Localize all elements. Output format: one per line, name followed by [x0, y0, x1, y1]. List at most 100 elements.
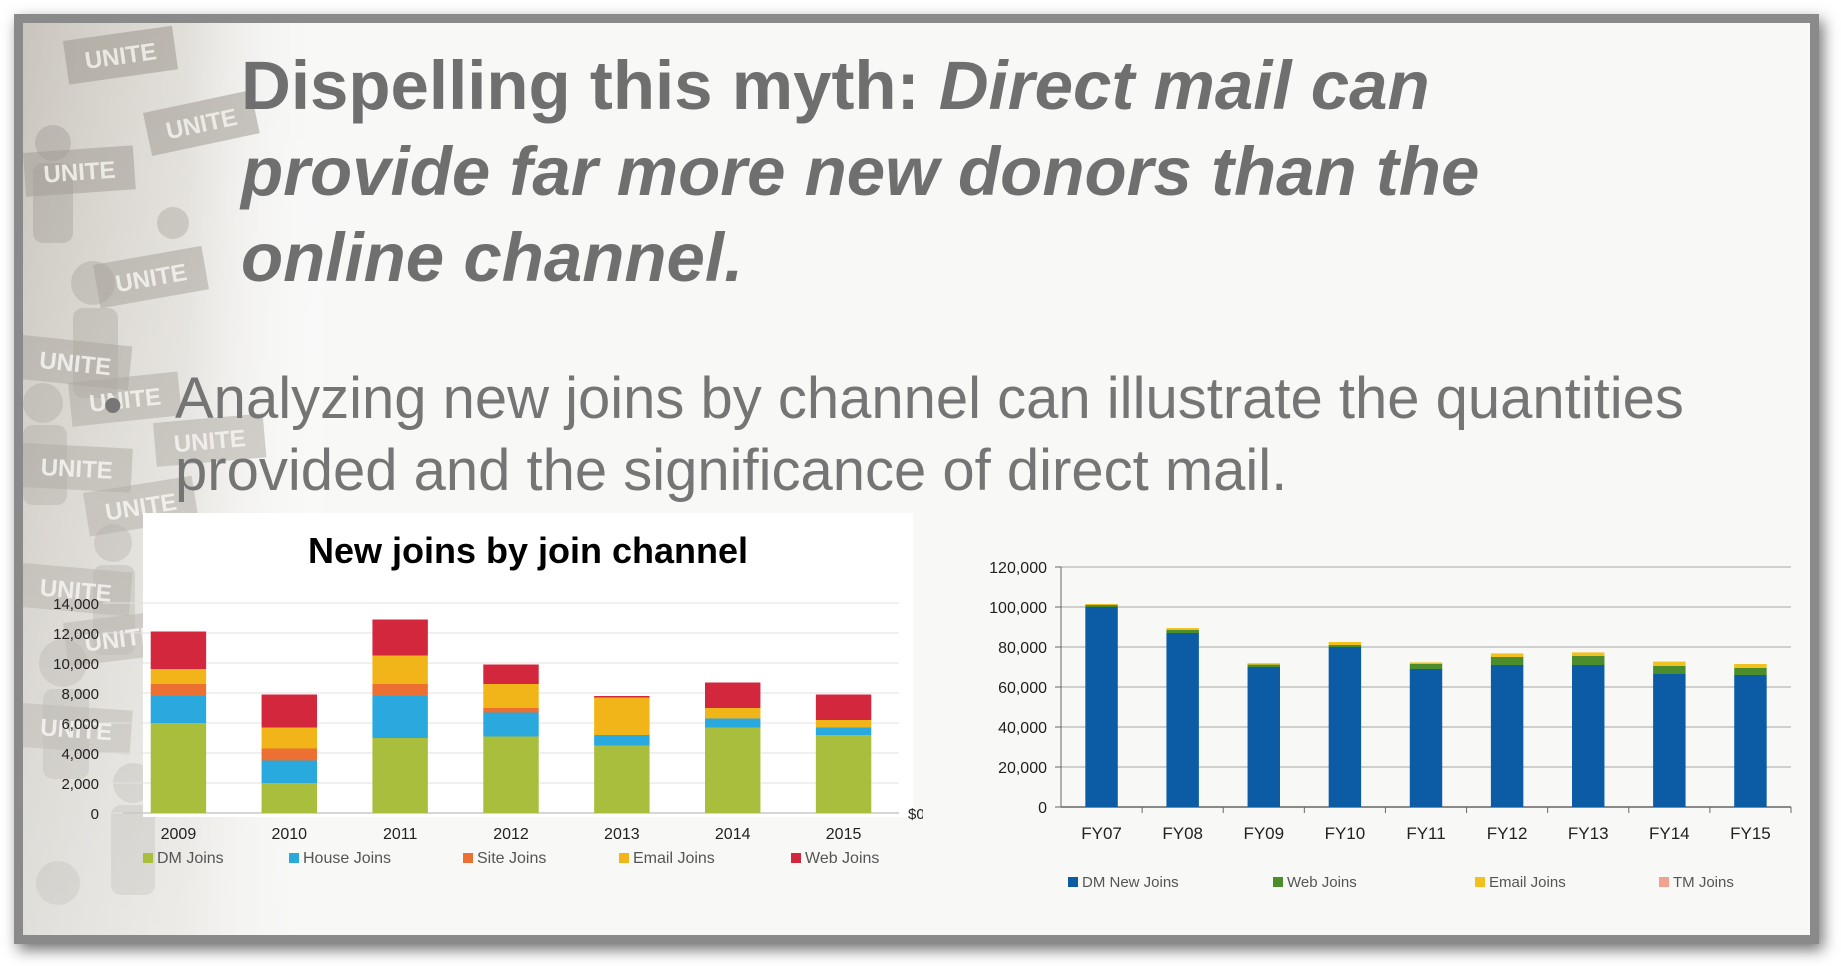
bar-segment	[1085, 607, 1118, 807]
x-tick-label: FY09	[1243, 824, 1284, 843]
legend-label: Web Joins	[1287, 874, 1357, 891]
bar-segment	[1409, 662, 1443, 664]
slide-title: Dispelling this myth: Direct mail can pr…	[241, 43, 1641, 301]
y-tick-label: 6,000	[61, 716, 99, 733]
bar-segment	[150, 669, 207, 684]
y-tick-label: 12,000	[53, 626, 99, 643]
legend-swatch	[1659, 877, 1669, 887]
legend-swatch	[463, 853, 473, 863]
bar-segment	[1490, 665, 1524, 807]
x-tick-label: 2015	[826, 826, 862, 843]
bar-segment	[150, 696, 207, 723]
y-tick-label: 10,000	[53, 656, 99, 673]
y-tick-label: 60,000	[998, 680, 1047, 697]
bar-segment	[1734, 664, 1767, 668]
y-tick-label: 120,000	[989, 560, 1047, 577]
bar-segment	[372, 619, 428, 656]
y-tick-label: 8,000	[61, 686, 99, 703]
chart-title-box	[143, 513, 913, 597]
bar-segment	[594, 697, 650, 735]
bar-segment	[1653, 661, 1686, 666]
legend-swatch	[143, 853, 153, 863]
bar-segment	[1328, 645, 1362, 647]
bar-segment	[1247, 663, 1280, 665]
bar-segment	[261, 760, 317, 783]
bar-segment	[705, 682, 761, 708]
legend-label: Web Joins	[805, 850, 879, 867]
bar-segment	[150, 684, 207, 696]
x-tick-label: FY07	[1081, 824, 1122, 843]
y-tick-label: 20,000	[998, 760, 1047, 777]
bar-segment	[372, 684, 428, 696]
bar-segment	[261, 727, 317, 749]
bar-segment	[815, 720, 872, 728]
bar-segment	[1166, 633, 1199, 807]
x-tick-label: FY14	[1649, 824, 1690, 843]
bar-segment	[1490, 657, 1524, 665]
y-tick-label: 2,000	[61, 776, 99, 793]
chart-fy-new-joins: 120,000 100,000 80,000 60,000 40,000 20,000 0 F…	[989, 560, 1792, 891]
bar-segment	[1572, 656, 1605, 665]
bar-segment	[594, 745, 650, 813]
bar-segment	[594, 735, 650, 746]
secondary-axis-label: $0	[908, 806, 923, 823]
legend-swatch	[1273, 877, 1283, 887]
bar-segment	[1247, 667, 1280, 807]
legend-swatch	[1068, 877, 1078, 887]
rally-photo-collage: UNITEUNITEUNITEUNITEUNITEUNITEUNITEUNITE…	[23, 23, 323, 935]
bar-segment	[1490, 653, 1524, 657]
bar-segment	[705, 708, 761, 719]
title-italic: Direct mail can provide far more new don…	[241, 47, 1480, 296]
y-tick-label: 14,000	[53, 596, 99, 613]
y-tick-label: 80,000	[998, 640, 1047, 657]
bar-segment	[1085, 604, 1118, 605]
legend-label: DM New Joins	[1082, 874, 1179, 891]
legend-label: Site Joins	[477, 850, 546, 867]
bar-segment	[483, 736, 539, 813]
bar-segment	[150, 631, 207, 669]
bar-segment	[1653, 674, 1686, 807]
bar-segment	[1328, 642, 1362, 645]
bar-segment	[372, 738, 428, 813]
x-tick-label: FY11	[1406, 824, 1445, 843]
bar-segment	[594, 696, 650, 698]
bar-segment	[1409, 664, 1443, 669]
legend-swatch	[1475, 877, 1485, 887]
chart-new-joins-by-channel: New joins by join channel 14,000 12,000 10,…	[53, 513, 925, 867]
bar-segment	[1166, 630, 1199, 633]
x-tick-label: 2013	[604, 826, 640, 843]
x-tick-label: FY15	[1730, 824, 1771, 843]
legend-label: House Joins	[303, 850, 391, 867]
x-tick-label: 2009	[161, 826, 197, 843]
bar-segment	[483, 684, 539, 708]
bar-segment	[1734, 675, 1767, 807]
chart-left-panel: New joins by join channel 14,000 12,000 10,…	[23, 513, 925, 933]
x-tick-label: FY08	[1162, 824, 1203, 843]
bar-segment	[261, 748, 317, 761]
bar-segment	[261, 783, 317, 813]
bar-segment	[372, 696, 428, 738]
legend-swatch	[619, 853, 629, 863]
x-tick-label: FY10	[1325, 824, 1366, 843]
bar-segment	[705, 718, 761, 728]
bar-segment	[1409, 669, 1443, 807]
y-tick-label: 40,000	[998, 720, 1047, 737]
bar-segment	[150, 723, 207, 813]
legend-swatch	[791, 853, 801, 863]
bar-segment	[1572, 652, 1605, 656]
bar-segment	[483, 712, 539, 737]
chart-title: New joins by join channel	[308, 530, 748, 571]
legend-label: TM Joins	[1673, 874, 1734, 891]
bar-segment	[1653, 666, 1686, 674]
bar-segment	[1085, 605, 1118, 607]
legend-label: Email Joins	[1489, 874, 1566, 891]
x-tick-label: 2011	[383, 826, 418, 843]
y-tick-label: 4,000	[61, 746, 99, 763]
bar-segment	[1734, 668, 1767, 675]
bar-segment	[1572, 665, 1605, 807]
legend-label: DM Joins	[157, 850, 224, 867]
y-tick-label: 100,000	[989, 600, 1047, 617]
bar-segment	[1328, 647, 1362, 807]
bar-segment	[815, 727, 872, 735]
bar-segment	[372, 655, 428, 684]
